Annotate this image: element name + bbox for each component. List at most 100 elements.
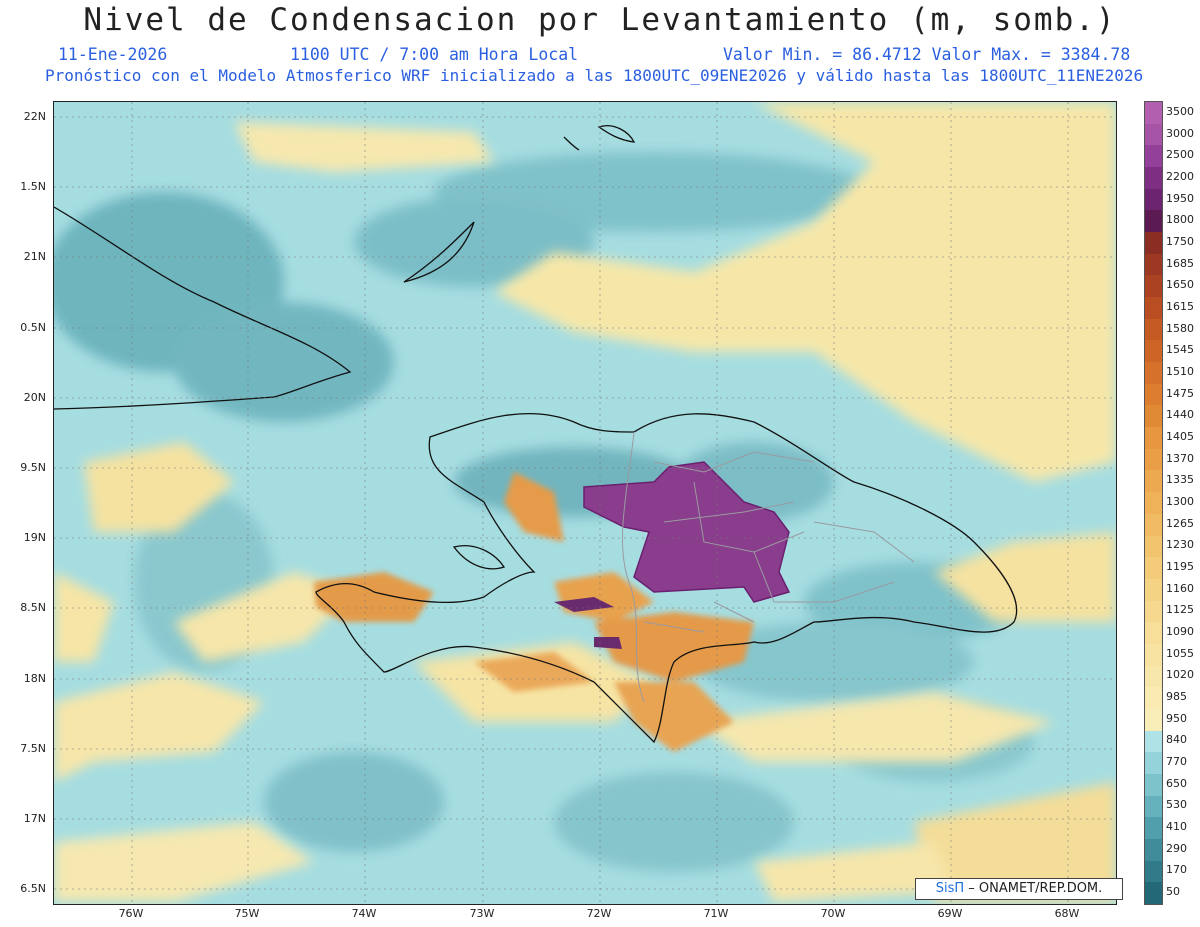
colorbar-label: 50: [1166, 885, 1180, 899]
colorbar-swatch: [1145, 600, 1162, 623]
colorbar-swatch: [1145, 882, 1162, 905]
colorbar-label: 1370: [1166, 451, 1194, 465]
lat-label: 0.5N: [20, 321, 46, 334]
colorbar-label: 1650: [1166, 278, 1194, 292]
colorbar-swatch: [1145, 340, 1162, 363]
min-max-values: Valor Min. = 86.4712 Valor Max. = 3384.7…: [723, 45, 1131, 64]
colorbar-swatch: [1145, 427, 1162, 450]
colorbar-label: 1020: [1166, 668, 1194, 682]
colorbar-swatch: [1145, 448, 1162, 471]
map-title: Nivel de Condensacion por Levantamiento …: [83, 2, 1117, 38]
colorbar-swatch: [1145, 167, 1162, 190]
credit-box: SisΠ – ONAMET/REP.DOM.: [915, 878, 1123, 900]
forecast-time: 1100 UTC / 7:00 am Hora Local: [290, 45, 579, 64]
colorbar-label: 290: [1166, 841, 1187, 855]
colorbar-swatch: [1145, 492, 1162, 515]
lon-label: 70W: [820, 907, 846, 920]
colorbar-swatch: [1145, 773, 1162, 797]
lon-label: 76W: [118, 907, 144, 920]
colorbar-swatch: [1145, 253, 1162, 276]
colorbar-label: 2500: [1166, 148, 1194, 162]
lat-label: 19N: [23, 531, 46, 544]
colorbar-swatch: [1145, 383, 1162, 406]
colorbar-label: 1615: [1166, 299, 1194, 313]
lat-label: 8.5N: [20, 601, 46, 614]
colorbar-label: 410: [1166, 820, 1187, 834]
colorbar-swatch: [1145, 643, 1162, 667]
colorbar-swatch: [1145, 405, 1162, 428]
colorbar-swatch: [1145, 860, 1162, 883]
colorbar-swatch: [1145, 210, 1162, 233]
colorbar-label: 1950: [1166, 191, 1194, 205]
lat-label: 1.5N: [20, 180, 46, 193]
colorbar-swatch: [1145, 817, 1162, 840]
colorbar-label: 650: [1166, 776, 1187, 790]
lon-label: 69W: [937, 907, 963, 920]
colorbar-label: 1230: [1166, 538, 1194, 552]
credit-text: – ONAMET/REP.DOM.: [968, 881, 1103, 896]
colorbar-swatch: [1145, 578, 1162, 602]
credit-brand: SisΠ: [935, 881, 965, 896]
colorbar-label: 1475: [1166, 386, 1194, 400]
colorbar-swatch: [1145, 275, 1162, 298]
colorbar-label: 985: [1166, 690, 1187, 704]
colorbar-label: 1510: [1166, 364, 1194, 378]
lat-label: 21N: [23, 250, 46, 263]
colorbar-label: 2200: [1166, 169, 1194, 183]
lat-label: 9.5N: [20, 461, 46, 474]
colorbar-label: 1090: [1166, 625, 1194, 639]
colorbar-label: 1160: [1166, 581, 1194, 595]
colorbar-swatch: [1145, 708, 1162, 732]
colorbar-label: 3500: [1166, 104, 1194, 118]
colorbar-swatch: [1145, 752, 1162, 775]
colorbar-label: 1125: [1166, 603, 1194, 617]
forecast-date: 11-Ene-2026: [58, 45, 168, 64]
colorbar-label: 1580: [1166, 321, 1194, 335]
colorbar-swatch: [1145, 535, 1162, 558]
colorbar-swatch: [1145, 145, 1162, 168]
lon-label: 71W: [703, 907, 729, 920]
colorbar-label: 1800: [1166, 213, 1194, 227]
lcl-field-svg: [54, 102, 1116, 904]
colorbar-label: 1265: [1166, 516, 1194, 530]
colorbar-label: 1440: [1166, 408, 1194, 422]
colorbar-label: 1335: [1166, 473, 1194, 487]
lon-label: 73W: [469, 907, 495, 920]
lat-label: 20N: [23, 391, 46, 404]
colorbar-label: 530: [1166, 798, 1187, 812]
colorbar-swatch: [1145, 665, 1162, 688]
lon-label: 72W: [586, 907, 612, 920]
lat-label: 22N: [23, 110, 46, 123]
colorbar-swatch: [1145, 232, 1162, 255]
colorbar: [1144, 101, 1163, 905]
colorbar-swatch: [1145, 513, 1162, 536]
colorbar-swatch: [1145, 622, 1162, 645]
colorbar-label: 950: [1166, 711, 1187, 725]
colorbar-label: 840: [1166, 733, 1187, 747]
colorbar-swatch: [1145, 470, 1162, 493]
colorbar-swatch: [1145, 188, 1162, 211]
colorbar-label: 1750: [1166, 234, 1194, 248]
colorbar-label: 3000: [1166, 126, 1194, 140]
colorbar-swatch: [1145, 318, 1162, 341]
colorbar-label: 1195: [1166, 560, 1194, 574]
lcl-map: [53, 101, 1117, 905]
colorbar-label: 170: [1166, 863, 1187, 877]
colorbar-swatch: [1145, 102, 1162, 125]
lat-label: 7.5N: [20, 742, 46, 755]
colorbar-swatch: [1145, 730, 1162, 753]
lon-label: 68W: [1054, 907, 1080, 920]
lon-label: 75W: [234, 907, 260, 920]
lat-label: 6.5N: [20, 882, 46, 895]
colorbar-swatch: [1145, 557, 1162, 580]
colorbar-swatch: [1145, 123, 1162, 146]
lat-label: 17N: [23, 812, 46, 825]
colorbar-swatch: [1145, 362, 1162, 385]
model-info-line: Pronóstico con el Modelo Atmosferico WRF…: [45, 66, 1144, 85]
colorbar-label: 1405: [1166, 429, 1194, 443]
colorbar-label: 1300: [1166, 495, 1194, 508]
colorbar-swatch: [1145, 795, 1162, 818]
lat-label: 18N: [23, 672, 46, 685]
lon-label: 74W: [351, 907, 377, 920]
colorbar-label: 1545: [1166, 343, 1194, 357]
